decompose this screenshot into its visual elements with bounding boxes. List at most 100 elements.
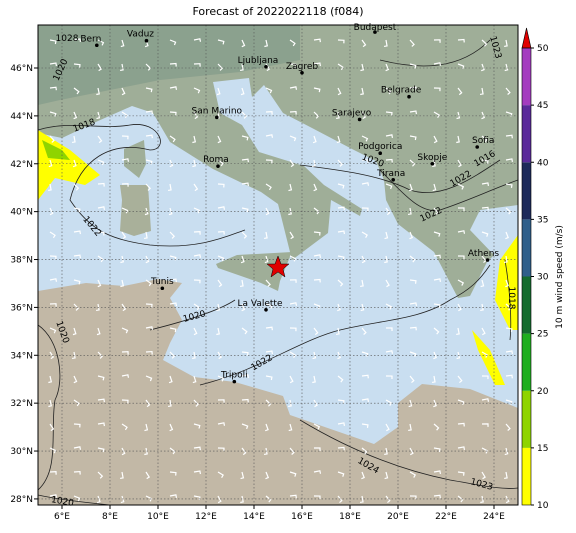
wind-barb <box>337 399 345 404</box>
wind-barb <box>217 206 226 210</box>
wind-barb <box>217 471 224 478</box>
wind-barb <box>457 446 466 450</box>
wind-barb <box>97 182 105 187</box>
wind-barb <box>193 446 201 451</box>
wind-barb <box>241 182 249 187</box>
colorbar-tick-label: 30 <box>537 273 549 283</box>
wind-barb <box>265 159 273 164</box>
wind-barb <box>169 231 176 239</box>
wind-barb <box>49 327 57 334</box>
forecast-point-star <box>266 255 290 278</box>
wind-barb <box>97 447 105 453</box>
wind-barb <box>433 399 437 408</box>
colorbar-tick-label: 40 <box>537 158 549 168</box>
wind-barb <box>145 326 154 330</box>
wind-barb <box>409 183 413 192</box>
wind-barb <box>265 279 271 287</box>
wind-barb <box>481 206 489 211</box>
city-dot <box>264 65 268 69</box>
map-frame <box>37 24 519 506</box>
city-label: Budapest <box>354 23 397 33</box>
wind-barb <box>217 351 223 360</box>
lat-tick-label: 32°N <box>10 399 33 409</box>
wind-barb <box>457 159 462 168</box>
wind-barb <box>97 279 102 288</box>
wind-barb <box>241 351 249 356</box>
wind-barb <box>217 495 222 504</box>
title: Forecast of 2022022118 (f084) <box>192 5 363 18</box>
wind-barb <box>265 375 273 381</box>
lon-tick-label: 8°E <box>102 512 118 522</box>
wind-barb <box>313 62 321 67</box>
wind-barb <box>289 39 296 47</box>
wind-barb <box>457 471 465 476</box>
wind-barb <box>121 374 130 378</box>
wind-barb <box>48 183 52 192</box>
wind-barb <box>121 447 126 456</box>
isobar-label: 1020 <box>50 495 75 509</box>
city-dot <box>215 115 219 120</box>
wind-barb <box>361 111 367 120</box>
wind-barb <box>505 303 512 311</box>
wind-barb <box>193 63 201 67</box>
wind-barb <box>169 423 174 432</box>
lon-tick-label: 6°E <box>54 512 70 522</box>
wind-barb <box>385 303 393 310</box>
wind-barb <box>313 447 321 451</box>
wind-barb <box>289 63 297 68</box>
city-dot <box>407 94 411 99</box>
lon-tick-label: 16°E <box>291 512 313 522</box>
wind-barb <box>193 423 201 429</box>
wind-barb <box>193 399 199 407</box>
wind-barb <box>361 39 367 48</box>
wind-barb <box>73 254 81 259</box>
wind-barb <box>145 110 153 115</box>
wind-barb <box>337 39 345 44</box>
wind-barb <box>169 494 178 498</box>
colorbar: 10 15 20 25 30 35 40 45 50 <box>521 27 549 511</box>
graticule <box>38 25 518 505</box>
wind-barb <box>49 471 57 475</box>
wind-barb <box>337 495 343 504</box>
wind-barb <box>216 327 220 336</box>
wind-barb <box>433 39 441 43</box>
wind-barb <box>216 87 221 96</box>
wind-barb <box>313 231 321 236</box>
wind-barb <box>457 422 465 427</box>
wind-barb <box>97 351 104 359</box>
lat-tick-label: 34°N <box>10 351 33 361</box>
wind-barb <box>73 470 81 475</box>
wind-barb <box>480 495 484 504</box>
wind-barb <box>145 375 153 382</box>
wind-barb <box>121 327 129 334</box>
wind-barb <box>217 447 225 452</box>
wind-barb <box>457 255 465 260</box>
wind-barb <box>193 254 202 258</box>
city-dot <box>485 258 490 262</box>
wind-barb <box>49 86 57 91</box>
city-label: Roma <box>203 155 229 165</box>
isobar-label: 1028 <box>56 34 79 44</box>
wind-barb <box>505 374 513 379</box>
wind-barb <box>121 111 128 119</box>
wind-barb <box>49 111 57 117</box>
wind-barb <box>361 182 370 186</box>
wind-barb <box>409 471 417 478</box>
wind-barb <box>95 303 100 312</box>
land-sardinia <box>120 185 151 236</box>
wind-barb <box>385 327 393 331</box>
wind-barb <box>120 255 125 264</box>
wind-barb <box>217 279 223 288</box>
wind-barb <box>313 183 318 192</box>
wind-barb <box>192 159 197 168</box>
wind-barb <box>457 207 465 211</box>
wind-barb <box>121 351 129 355</box>
wind-barb <box>337 206 345 211</box>
wind-barb <box>121 399 129 404</box>
wind-barb <box>505 134 513 139</box>
wind-barb <box>169 327 177 333</box>
wind-barb <box>49 231 56 239</box>
city-dot <box>95 43 99 48</box>
colorbar-tick-label: 10 <box>537 501 549 511</box>
city-label: Belgrade <box>381 86 422 96</box>
